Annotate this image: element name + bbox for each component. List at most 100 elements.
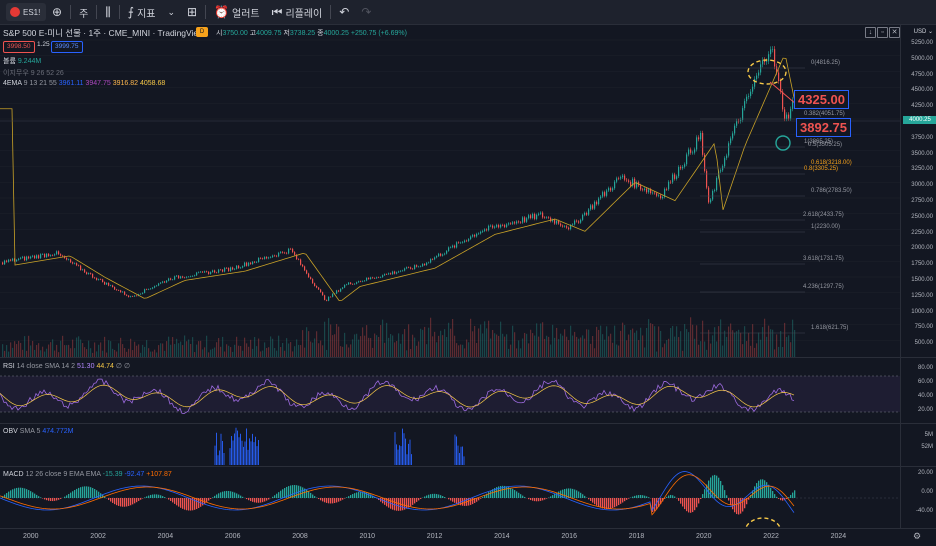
maximize-button[interactable]: ▫ bbox=[877, 27, 888, 38]
indicators-dropdown[interactable]: ⌄ bbox=[161, 0, 181, 24]
macd-histogram-bar bbox=[116, 498, 117, 505]
time-tick-label: 2002 bbox=[90, 533, 106, 540]
candle-body bbox=[272, 256, 273, 257]
replay-button[interactable]: ⏮리플레이 bbox=[266, 0, 329, 24]
macd-legend[interactable]: MACD 12 26 close 9 EMA EMA -15.39 -92.47… bbox=[3, 471, 172, 478]
chart-style-button[interactable]: ⫼ bbox=[99, 0, 117, 24]
volume-legend[interactable]: 볼륨 9.244M bbox=[3, 56, 41, 66]
macd-histogram-bar bbox=[732, 498, 733, 509]
volume-bar bbox=[398, 333, 399, 357]
candle-body bbox=[688, 150, 689, 155]
rsi-legend[interactable]: RSI 14 close SMA 14 2 51.30 44.74 ∅ ∅ bbox=[3, 362, 130, 370]
indicators-button[interactable]: ⨍지표 bbox=[122, 0, 162, 24]
volume-bar bbox=[358, 340, 359, 357]
candle-body bbox=[580, 220, 581, 223]
volume-bar bbox=[470, 319, 471, 357]
candle-body bbox=[332, 294, 333, 297]
obv-legend[interactable]: OBV SMA 5 474.772M bbox=[3, 428, 73, 435]
macd-histogram-bar bbox=[420, 498, 421, 499]
macd-histogram-bar bbox=[334, 498, 335, 503]
volume-bar bbox=[514, 332, 515, 357]
change-value: +250.75 (+6.69%) bbox=[351, 30, 407, 37]
ask-price-box[interactable]: 3999.75 bbox=[51, 41, 83, 53]
candle-body bbox=[222, 270, 223, 272]
settings-gear-icon[interactable]: ⚙ bbox=[913, 531, 921, 542]
volume-bar bbox=[688, 332, 689, 357]
candle-body bbox=[500, 225, 501, 227]
macd-histogram-bar bbox=[458, 498, 459, 505]
candle-body bbox=[744, 101, 745, 108]
macd-histogram-bar bbox=[530, 498, 531, 500]
candle-body bbox=[182, 276, 183, 277]
volume-bar bbox=[756, 343, 757, 357]
candle-body bbox=[184, 278, 185, 279]
close-pane-button[interactable]: ✕ bbox=[889, 27, 900, 38]
macd-histogram-bar bbox=[762, 479, 763, 498]
redo-button[interactable]: ↷ bbox=[355, 0, 377, 24]
alert-button[interactable]: ⏰얼러트 bbox=[208, 0, 266, 24]
undo-button[interactable]: ↶ bbox=[333, 0, 355, 24]
candle-body bbox=[546, 217, 547, 218]
pane-divider[interactable] bbox=[0, 466, 936, 467]
candle-body bbox=[144, 289, 145, 293]
volume-bar bbox=[702, 321, 703, 357]
volume-bar bbox=[710, 344, 711, 357]
candle-body bbox=[756, 76, 757, 79]
macd-histogram-bar bbox=[686, 498, 687, 511]
rsi-ma-value: 44.74 bbox=[96, 363, 114, 370]
price-label-high[interactable]: 4325.00 bbox=[794, 90, 849, 109]
macd-histogram-bar bbox=[332, 498, 333, 503]
candle-body bbox=[50, 255, 51, 256]
candle-body bbox=[554, 220, 555, 224]
volume-bar bbox=[694, 339, 695, 357]
volume-bar bbox=[16, 344, 17, 357]
interval-button[interactable]: 주 bbox=[73, 0, 94, 24]
candle-body bbox=[324, 295, 325, 300]
layout-button[interactable]: ⊞ bbox=[181, 0, 203, 24]
volume-bar bbox=[296, 339, 297, 357]
pane-divider[interactable] bbox=[0, 423, 936, 424]
candle-body bbox=[422, 264, 423, 266]
volume-bar bbox=[162, 343, 163, 357]
ma-legend[interactable]: 이지무우 9 26 52 26 bbox=[3, 68, 64, 78]
chart-canvas[interactable] bbox=[0, 24, 900, 528]
volume-bar bbox=[630, 330, 631, 357]
macd-histogram-bar bbox=[32, 492, 33, 498]
compare-add-button[interactable]: ⊕ bbox=[46, 0, 68, 24]
volume-bar bbox=[676, 326, 677, 357]
price-label-low[interactable]: 3892.75 bbox=[796, 118, 851, 137]
candle-body bbox=[766, 61, 767, 62]
ma-legend-params: 9 26 52 26 bbox=[31, 70, 64, 77]
volume-bar bbox=[32, 341, 33, 357]
scroll-down-button[interactable]: ↓ bbox=[865, 27, 876, 38]
volume-bar bbox=[230, 347, 231, 357]
price-tick-label: 4500.00 bbox=[911, 87, 933, 93]
volume-bar bbox=[608, 336, 609, 357]
volume-bar bbox=[114, 350, 115, 357]
candle-body bbox=[122, 292, 123, 293]
pane-divider[interactable] bbox=[0, 357, 936, 358]
macd-histogram-bar bbox=[578, 491, 579, 498]
volume-bar bbox=[522, 339, 523, 357]
candle-body bbox=[408, 267, 409, 268]
candle-body bbox=[224, 268, 225, 272]
price-tick-label: 1750.00 bbox=[911, 261, 933, 267]
macd-histogram-bar bbox=[324, 498, 325, 502]
candle-body bbox=[4, 261, 5, 265]
macd-histogram-bar bbox=[24, 488, 25, 498]
volume-bar bbox=[204, 347, 205, 357]
candle-body bbox=[680, 167, 681, 168]
ema-legend[interactable]: 4EMA 9 13 21 55 3961.11 3947.75 3916.82 … bbox=[3, 80, 165, 87]
volume-bar bbox=[718, 326, 719, 357]
volume-bar bbox=[74, 348, 75, 357]
candle-body bbox=[512, 222, 513, 224]
candle-body bbox=[372, 277, 373, 278]
bid-price-box[interactable]: 3998.50 bbox=[3, 41, 35, 53]
candle-body bbox=[676, 176, 677, 179]
macd-histogram-bar bbox=[290, 485, 291, 498]
symbol-search-button[interactable]: ES1! bbox=[6, 3, 46, 21]
volume-bar bbox=[476, 343, 477, 357]
macd-histogram-bar bbox=[606, 498, 607, 509]
